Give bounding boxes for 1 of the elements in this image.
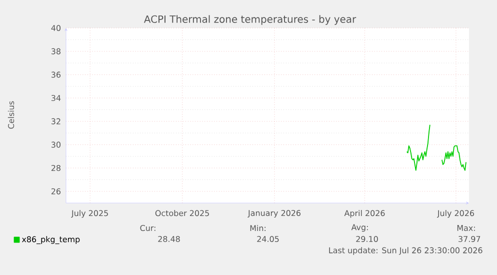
chart-title: ACPI Thermal zone temperatures - by year	[144, 15, 356, 25]
